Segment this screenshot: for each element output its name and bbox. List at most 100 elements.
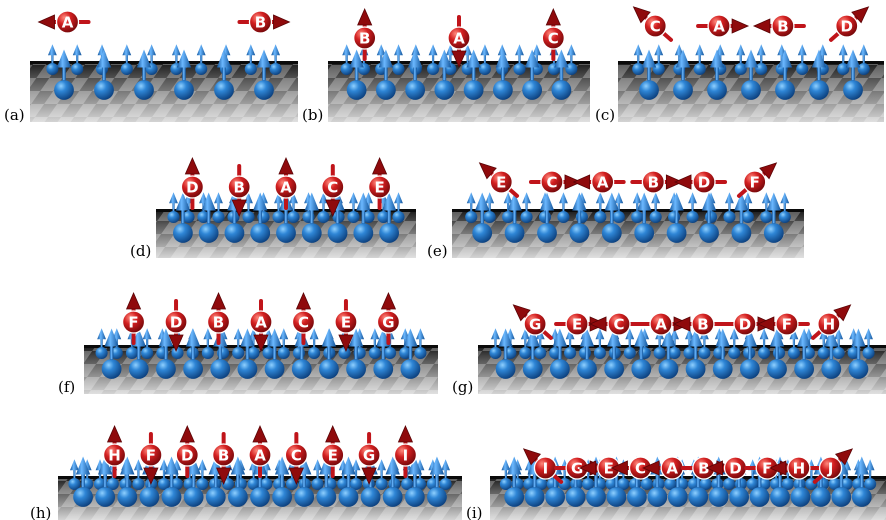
- panel-e: E C A B D F (e): [427, 162, 804, 260]
- spin-arrow-head: [106, 425, 123, 443]
- substrate-atom: [537, 192, 557, 243]
- substrate-atom: [196, 459, 209, 491]
- adatom-sphere: [565, 312, 589, 336]
- spin-arrow-head: [572, 174, 591, 190]
- adatom-e: E: [367, 157, 392, 210]
- spin-arrow-head: [371, 157, 388, 175]
- adatom-g: G: [357, 432, 381, 485]
- panel-a: A B (a): [4, 10, 298, 124]
- substrate-atom: [707, 49, 727, 100]
- substrate-atom: [54, 49, 74, 100]
- adatom-sphere: [334, 310, 358, 334]
- substrate-atom: [658, 328, 679, 379]
- substrate-atom: [693, 44, 706, 76]
- panel-c: C A B D (c): [595, 6, 884, 124]
- adatom-letter: B: [233, 179, 244, 197]
- substrate-atom: [340, 44, 353, 76]
- adatom-b: B: [227, 164, 251, 217]
- substrate-atom: [755, 44, 768, 76]
- substrate-atom: [46, 44, 59, 76]
- substrate-atom: [277, 328, 290, 360]
- substrate-atom: [551, 49, 572, 100]
- adatom-f: F: [121, 292, 146, 345]
- adatom-a: A: [249, 299, 273, 352]
- substrate-atom: [593, 328, 606, 360]
- adatom-sphere: [707, 14, 731, 38]
- substrate-atom: [172, 192, 193, 243]
- adatom-letter: A: [280, 179, 292, 197]
- panel-label: (e): [427, 242, 448, 260]
- panel-b: B A C (b): [302, 8, 590, 124]
- substrate-atom: [311, 459, 324, 491]
- adatom-g: G: [376, 292, 401, 345]
- adatom-d: D: [164, 299, 188, 352]
- adatom-c: C: [528, 170, 582, 194]
- substrate-atom: [368, 328, 381, 360]
- substrate-atom: [796, 44, 809, 76]
- adatom-i: I: [393, 425, 418, 478]
- substrate-atom: [134, 49, 154, 100]
- substrate-atom: [741, 192, 754, 224]
- substrate-atom: [346, 49, 367, 100]
- spin-arrow-head: [380, 292, 397, 310]
- adatom-letter: B: [648, 174, 659, 192]
- adatom-sphere: [227, 175, 251, 199]
- substrate-atom: [612, 192, 625, 224]
- substrate-atom: [569, 192, 590, 243]
- adatom-d: D: [674, 170, 728, 194]
- substrate-atom: [787, 328, 800, 360]
- spin-arrow-head: [325, 425, 341, 443]
- adatom-sphere: [102, 443, 127, 467]
- substrate-front-row: [346, 49, 572, 100]
- substrate-atom: [862, 328, 875, 360]
- substrate-atom: [522, 328, 543, 379]
- adatom-b: B: [237, 10, 291, 34]
- substrate-atom: [244, 44, 257, 76]
- substrate-front-row: [639, 49, 863, 100]
- substrate-atom: [349, 459, 363, 491]
- adatom-letter: D: [739, 316, 751, 334]
- substrate-atom: [101, 328, 122, 379]
- adatom-e: E: [334, 299, 358, 352]
- substrate-atom: [301, 192, 322, 243]
- adatom-sphere: [180, 175, 205, 199]
- adatom-letter: C: [546, 174, 557, 192]
- substrate-atom: [254, 49, 274, 100]
- adatom-letter: B: [359, 30, 370, 48]
- substrate-atom: [404, 456, 425, 507]
- adatom-letter: D: [170, 314, 182, 332]
- spin-arrow-head: [674, 174, 692, 190]
- adatom-g: G: [512, 304, 553, 340]
- substrate-atom: [392, 192, 405, 224]
- adatom-sphere: [541, 26, 565, 50]
- panel-label: (h): [30, 504, 51, 520]
- adatom-letter: C: [650, 18, 661, 36]
- substrate-atom: [439, 459, 452, 491]
- substrate-atom: [623, 328, 636, 360]
- adatom-sphere: [393, 443, 418, 467]
- substrate-atom: [734, 44, 747, 76]
- adatom-letter: F: [146, 447, 156, 465]
- adatom-sphere: [447, 26, 471, 50]
- adatom-sphere: [643, 14, 667, 38]
- substrate-atom: [198, 192, 219, 243]
- spin-arrow-head: [756, 316, 775, 332]
- adatom-b: B: [672, 312, 726, 336]
- substrate-atom: [472, 192, 493, 243]
- substrate-atom: [631, 328, 652, 379]
- adatom-sphere: [523, 312, 547, 336]
- adatom-letter: H: [823, 316, 836, 334]
- substrate-atom: [767, 328, 787, 379]
- substrate-atom: [848, 328, 869, 379]
- spin-arrow-head: [768, 460, 787, 476]
- substrate-atom: [373, 328, 394, 379]
- adatom-sphere: [835, 14, 859, 38]
- substrate-atom: [760, 192, 773, 224]
- adatom-b: B: [630, 170, 684, 194]
- adatom-sphere: [367, 175, 392, 199]
- substrate-atom: [212, 192, 225, 224]
- spin-arrow-head: [325, 199, 341, 217]
- spin-arrow-head: [578, 460, 597, 476]
- adatom-c: C: [291, 292, 316, 345]
- substrate-atom: [634, 192, 655, 243]
